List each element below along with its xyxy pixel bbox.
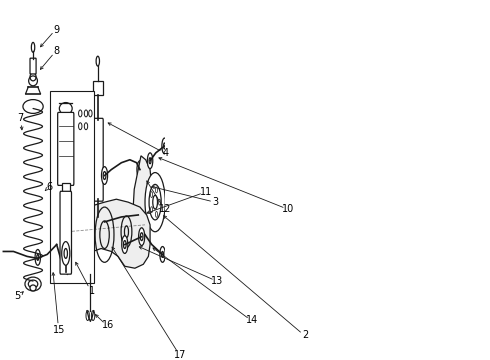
Circle shape xyxy=(147,153,153,168)
Circle shape xyxy=(153,195,157,209)
Circle shape xyxy=(135,206,141,224)
Circle shape xyxy=(164,143,166,149)
Text: 6: 6 xyxy=(47,183,53,192)
Text: 9: 9 xyxy=(53,24,60,35)
Circle shape xyxy=(149,184,161,220)
Circle shape xyxy=(89,271,92,277)
Ellipse shape xyxy=(28,280,38,288)
Circle shape xyxy=(144,232,146,238)
Circle shape xyxy=(139,166,141,174)
FancyBboxPatch shape xyxy=(60,191,72,274)
Text: 2: 2 xyxy=(302,330,308,340)
Circle shape xyxy=(103,218,106,226)
Circle shape xyxy=(142,227,147,243)
Polygon shape xyxy=(133,156,152,232)
Circle shape xyxy=(155,211,157,217)
Text: 1: 1 xyxy=(89,286,95,296)
Bar xyxy=(62,183,70,193)
Ellipse shape xyxy=(30,285,36,291)
Circle shape xyxy=(162,251,164,257)
Text: 8: 8 xyxy=(53,46,60,56)
Circle shape xyxy=(137,161,143,179)
FancyBboxPatch shape xyxy=(56,227,68,252)
Text: 13: 13 xyxy=(211,276,223,286)
FancyBboxPatch shape xyxy=(93,118,103,201)
Circle shape xyxy=(122,236,128,253)
Text: 11: 11 xyxy=(199,187,212,197)
Circle shape xyxy=(155,187,157,193)
Circle shape xyxy=(140,233,143,240)
Text: 5: 5 xyxy=(14,291,21,301)
Circle shape xyxy=(37,255,39,260)
FancyBboxPatch shape xyxy=(58,112,74,185)
Text: 3: 3 xyxy=(213,197,219,207)
Bar xyxy=(50,91,94,283)
Circle shape xyxy=(62,242,70,265)
Circle shape xyxy=(86,311,89,320)
Bar xyxy=(93,81,103,95)
Circle shape xyxy=(139,228,145,246)
Circle shape xyxy=(149,158,151,164)
Text: 7: 7 xyxy=(17,113,24,123)
Circle shape xyxy=(145,172,165,232)
Circle shape xyxy=(92,311,95,320)
Text: 16: 16 xyxy=(102,320,114,330)
Ellipse shape xyxy=(59,103,72,114)
Text: 12: 12 xyxy=(159,204,171,214)
Circle shape xyxy=(162,138,167,154)
Circle shape xyxy=(96,216,100,228)
Text: 4: 4 xyxy=(162,148,168,158)
Polygon shape xyxy=(52,199,150,276)
Text: 17: 17 xyxy=(174,350,187,360)
Circle shape xyxy=(35,249,41,265)
Circle shape xyxy=(158,199,161,205)
Ellipse shape xyxy=(25,277,41,291)
Text: 14: 14 xyxy=(246,315,258,325)
Ellipse shape xyxy=(23,100,43,113)
Circle shape xyxy=(123,240,126,248)
Circle shape xyxy=(150,192,152,198)
Circle shape xyxy=(137,211,140,219)
Circle shape xyxy=(150,207,152,213)
Circle shape xyxy=(101,167,108,184)
Circle shape xyxy=(93,208,102,236)
Text: 10: 10 xyxy=(282,204,294,214)
Circle shape xyxy=(103,172,106,180)
Circle shape xyxy=(88,267,93,281)
Circle shape xyxy=(160,247,165,262)
FancyBboxPatch shape xyxy=(30,58,36,74)
Circle shape xyxy=(64,248,68,258)
Text: 15: 15 xyxy=(53,325,65,336)
Circle shape xyxy=(101,213,108,231)
